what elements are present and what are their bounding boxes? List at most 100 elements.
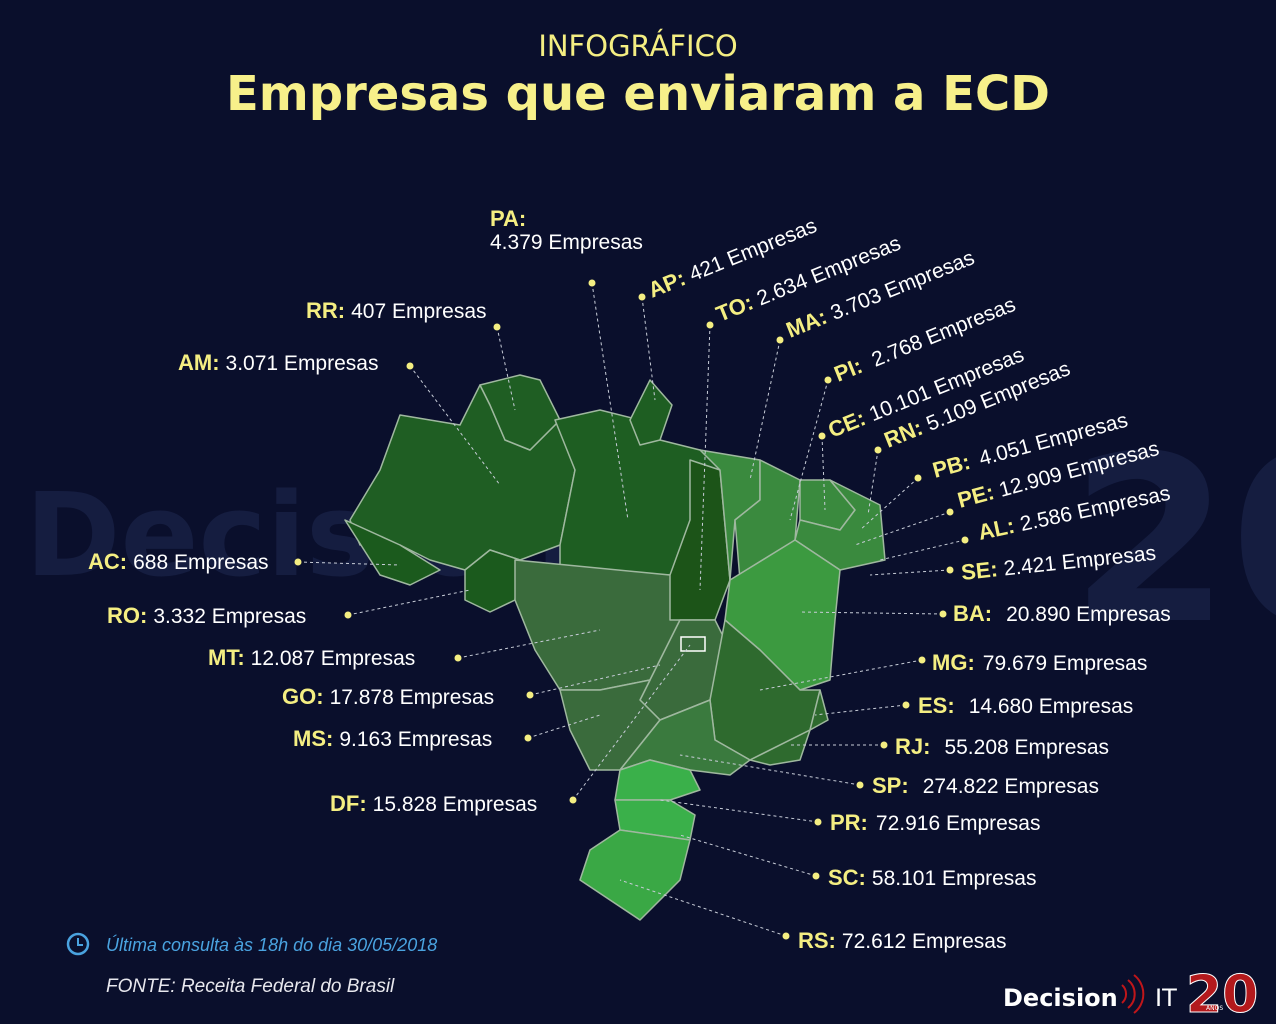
clock-hands [77,938,83,946]
state-code: MT: [208,645,245,670]
state-code: RJ: [895,734,930,759]
state-label: RJ: 55.208 Empresas [895,734,1109,759]
state-count: 58.101 Empresas [872,867,1037,890]
dot [814,818,822,826]
dot [706,321,714,329]
state-code: MG: [932,650,975,675]
state-label: GO: 17.878 Empresas [282,684,494,709]
dot [569,796,577,804]
clock-icon [66,932,90,956]
dot [454,654,462,662]
dot [776,336,784,344]
state-code: DF: [330,791,367,816]
state-label: ES: 14.680 Empresas [918,693,1133,718]
state-count: 407 Empresas [351,300,486,323]
source-note: FONTE: Receita Federal do Brasil [106,976,395,997]
state-code: RO: [107,603,147,628]
dot [493,323,501,331]
kicker: INFOGRÁFICO [538,29,737,63]
title: Empresas que enviaram a ECD [226,66,1050,122]
state-label: AM: 3.071 Empresas [178,350,378,375]
state-label: MS: 9.163 Empresas [293,726,492,751]
watermark-years: 20 [1070,408,1276,675]
leader-lines [297,282,966,937]
dot [946,566,954,574]
state-df [680,636,706,652]
dot [856,781,864,789]
state-code: MS: [293,726,333,751]
state-code: SC: [828,865,866,890]
state-count: 4.379 Empresas [490,231,643,254]
state-count: 14.680 Empresas [969,695,1134,718]
dots [294,279,969,940]
state-count: 72.612 Empresas [842,930,1007,953]
state-code: RR: [306,298,345,323]
dot [524,734,532,742]
dot [294,558,302,566]
state-ac [344,519,441,586]
leaders [294,279,969,940]
logo-years-note: ANOS [1206,1005,1223,1012]
dot [638,293,646,301]
state-count: 20.890 Empresas [1006,603,1171,626]
logo: Decision IT 20 ANOS [1003,965,1259,1024]
state-count: 274.822 Empresas [923,775,1099,798]
state-count: 12.087 Empresas [251,647,416,670]
dot [902,701,910,709]
dot [874,446,882,454]
state-label: MG: 79.679 Empresas [932,650,1147,675]
state-code: SP: [872,773,909,798]
state-count: 3.071 Empresas [226,352,379,375]
state-count: 55.208 Empresas [944,736,1109,759]
state-code: AC: [88,549,127,574]
dot [782,932,790,940]
dot [526,691,534,699]
state-code: AM: [178,350,220,375]
state-code: PA: [490,206,526,231]
state-label: AC: 688 Empresas [88,549,269,574]
dot [812,872,820,880]
state-label: PR: 72.916 Empresas [830,810,1041,835]
dot [406,362,414,370]
dot [588,279,596,287]
dot [961,536,969,544]
state-label: MT: 12.087 Empresas [208,645,415,670]
logo-suffix: IT [1155,984,1177,1012]
state-label: RS: 72.612 Empresas [798,928,1007,953]
state-label: RR: 407 Empresas [306,298,487,323]
state-ap [629,379,673,446]
dot [880,741,888,749]
dot [946,508,954,516]
state-code: ES: [918,693,955,718]
state-rj [749,729,811,766]
state-label: RO: 3.332 Empresas [107,603,306,628]
state-es [809,689,829,731]
state-label: SC: 58.101 Empresas [828,865,1037,890]
state-rs [579,829,691,921]
dot [914,474,922,482]
dot [918,656,926,664]
state-code: PR: [830,810,868,835]
state-code: RS: [798,928,836,953]
state-rr [479,374,561,451]
dot [939,610,947,618]
clock-face [66,932,90,956]
state-count: 15.828 Empresas [373,793,538,816]
logo-waves [1121,974,1145,1014]
state-label: SP: 274.822 Empresas [872,773,1099,798]
dot [824,376,832,384]
state-code: SE: [960,556,999,585]
logo-brand: Decision [1003,984,1118,1012]
dot [344,611,352,619]
state-code: GO: [282,684,324,709]
logo-years: 20 [1186,965,1258,1024]
dot [818,432,826,440]
updated-note: Última consulta às 18h do dia 30/05/2018 [106,934,437,955]
brazil-map [344,374,886,921]
state-count: 17.878 Empresas [330,686,495,709]
state-label: BA: 20.890 Empresas [953,601,1171,626]
state-count: 3.332 Empresas [153,605,306,628]
state-label: DF: 15.828 Empresas [330,791,537,816]
